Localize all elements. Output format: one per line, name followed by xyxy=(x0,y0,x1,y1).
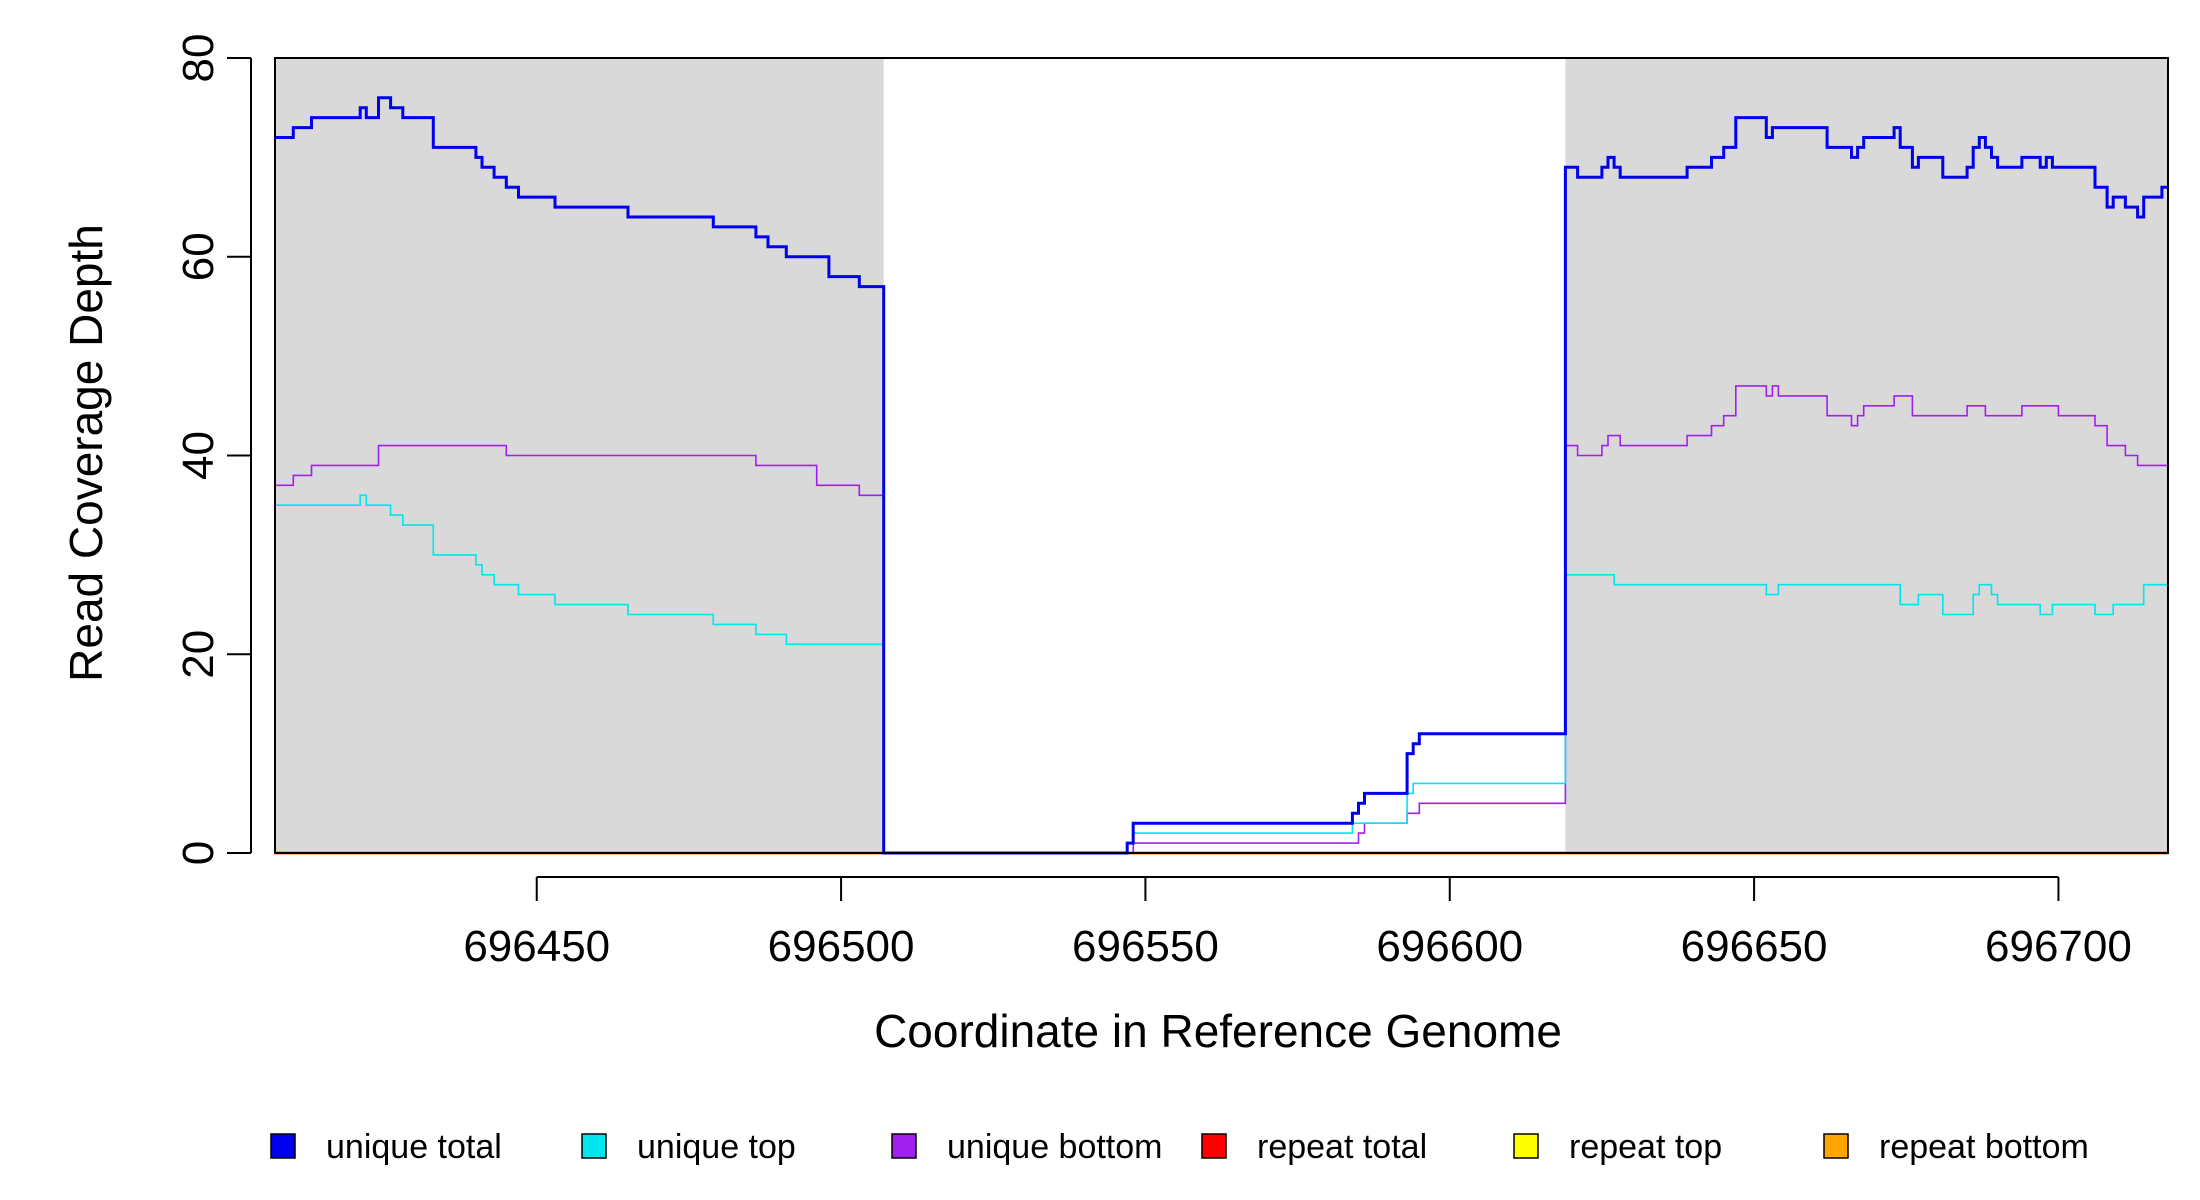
legend-label: unique total xyxy=(326,1128,502,1166)
legend-item-repeat-total: repeat total xyxy=(1201,1128,1427,1166)
y-tick-label: 0 xyxy=(174,841,223,865)
legend-item-unique-top: unique top xyxy=(581,1128,796,1166)
y-tick-label: 80 xyxy=(174,34,223,83)
series-unique-total xyxy=(275,96,2168,855)
series-unique-top xyxy=(275,494,2168,854)
legend: unique total unique top unique bottom repea… xyxy=(270,1128,2089,1166)
x-axis: 696450 696500 696550 696600 696650 696700 xyxy=(463,876,2132,971)
y-tick-label: 60 xyxy=(174,232,223,281)
x-tick-label: 696600 xyxy=(1376,922,1523,971)
legend-swatch xyxy=(1201,1133,1227,1159)
legend-swatch xyxy=(270,1133,296,1159)
legend-item-unique-bottom: unique bottom xyxy=(891,1128,1163,1166)
x-axis-title: Coordinate in Reference Genome xyxy=(874,1005,1562,1057)
legend-label: repeat total xyxy=(1257,1128,1427,1166)
y-tick-label: 20 xyxy=(174,630,223,679)
legend-swatch xyxy=(1823,1133,1849,1159)
legend-label: unique top xyxy=(637,1128,796,1166)
x-tick-label: 696700 xyxy=(1985,922,2132,971)
legend-item-repeat-bottom: repeat bottom xyxy=(1823,1128,2089,1166)
legend-swatch xyxy=(581,1133,607,1159)
plot-frame xyxy=(274,57,2169,854)
x-tick-label: 696550 xyxy=(1072,922,1219,971)
shaded-region-2 xyxy=(1565,58,2168,853)
y-axis: 0 20 40 60 80 xyxy=(174,34,252,865)
legend-item-unique-total: unique total xyxy=(270,1128,502,1166)
x-tick-label: 696650 xyxy=(1681,922,1828,971)
series-unique-bottom xyxy=(275,385,2168,854)
x-tick-label: 696500 xyxy=(768,922,915,971)
y-axis-title: Read Coverage Depth xyxy=(60,224,112,682)
legend-item-repeat-top: repeat top xyxy=(1513,1128,1722,1166)
legend-label: unique bottom xyxy=(947,1128,1163,1166)
x-tick-label: 696450 xyxy=(463,922,610,971)
shaded-regions xyxy=(275,58,2168,853)
legend-label: repeat top xyxy=(1569,1128,1722,1166)
y-tick-label: 40 xyxy=(174,431,223,480)
legend-label: repeat bottom xyxy=(1879,1128,2089,1166)
legend-swatch xyxy=(1513,1133,1539,1159)
legend-swatch xyxy=(891,1133,917,1159)
